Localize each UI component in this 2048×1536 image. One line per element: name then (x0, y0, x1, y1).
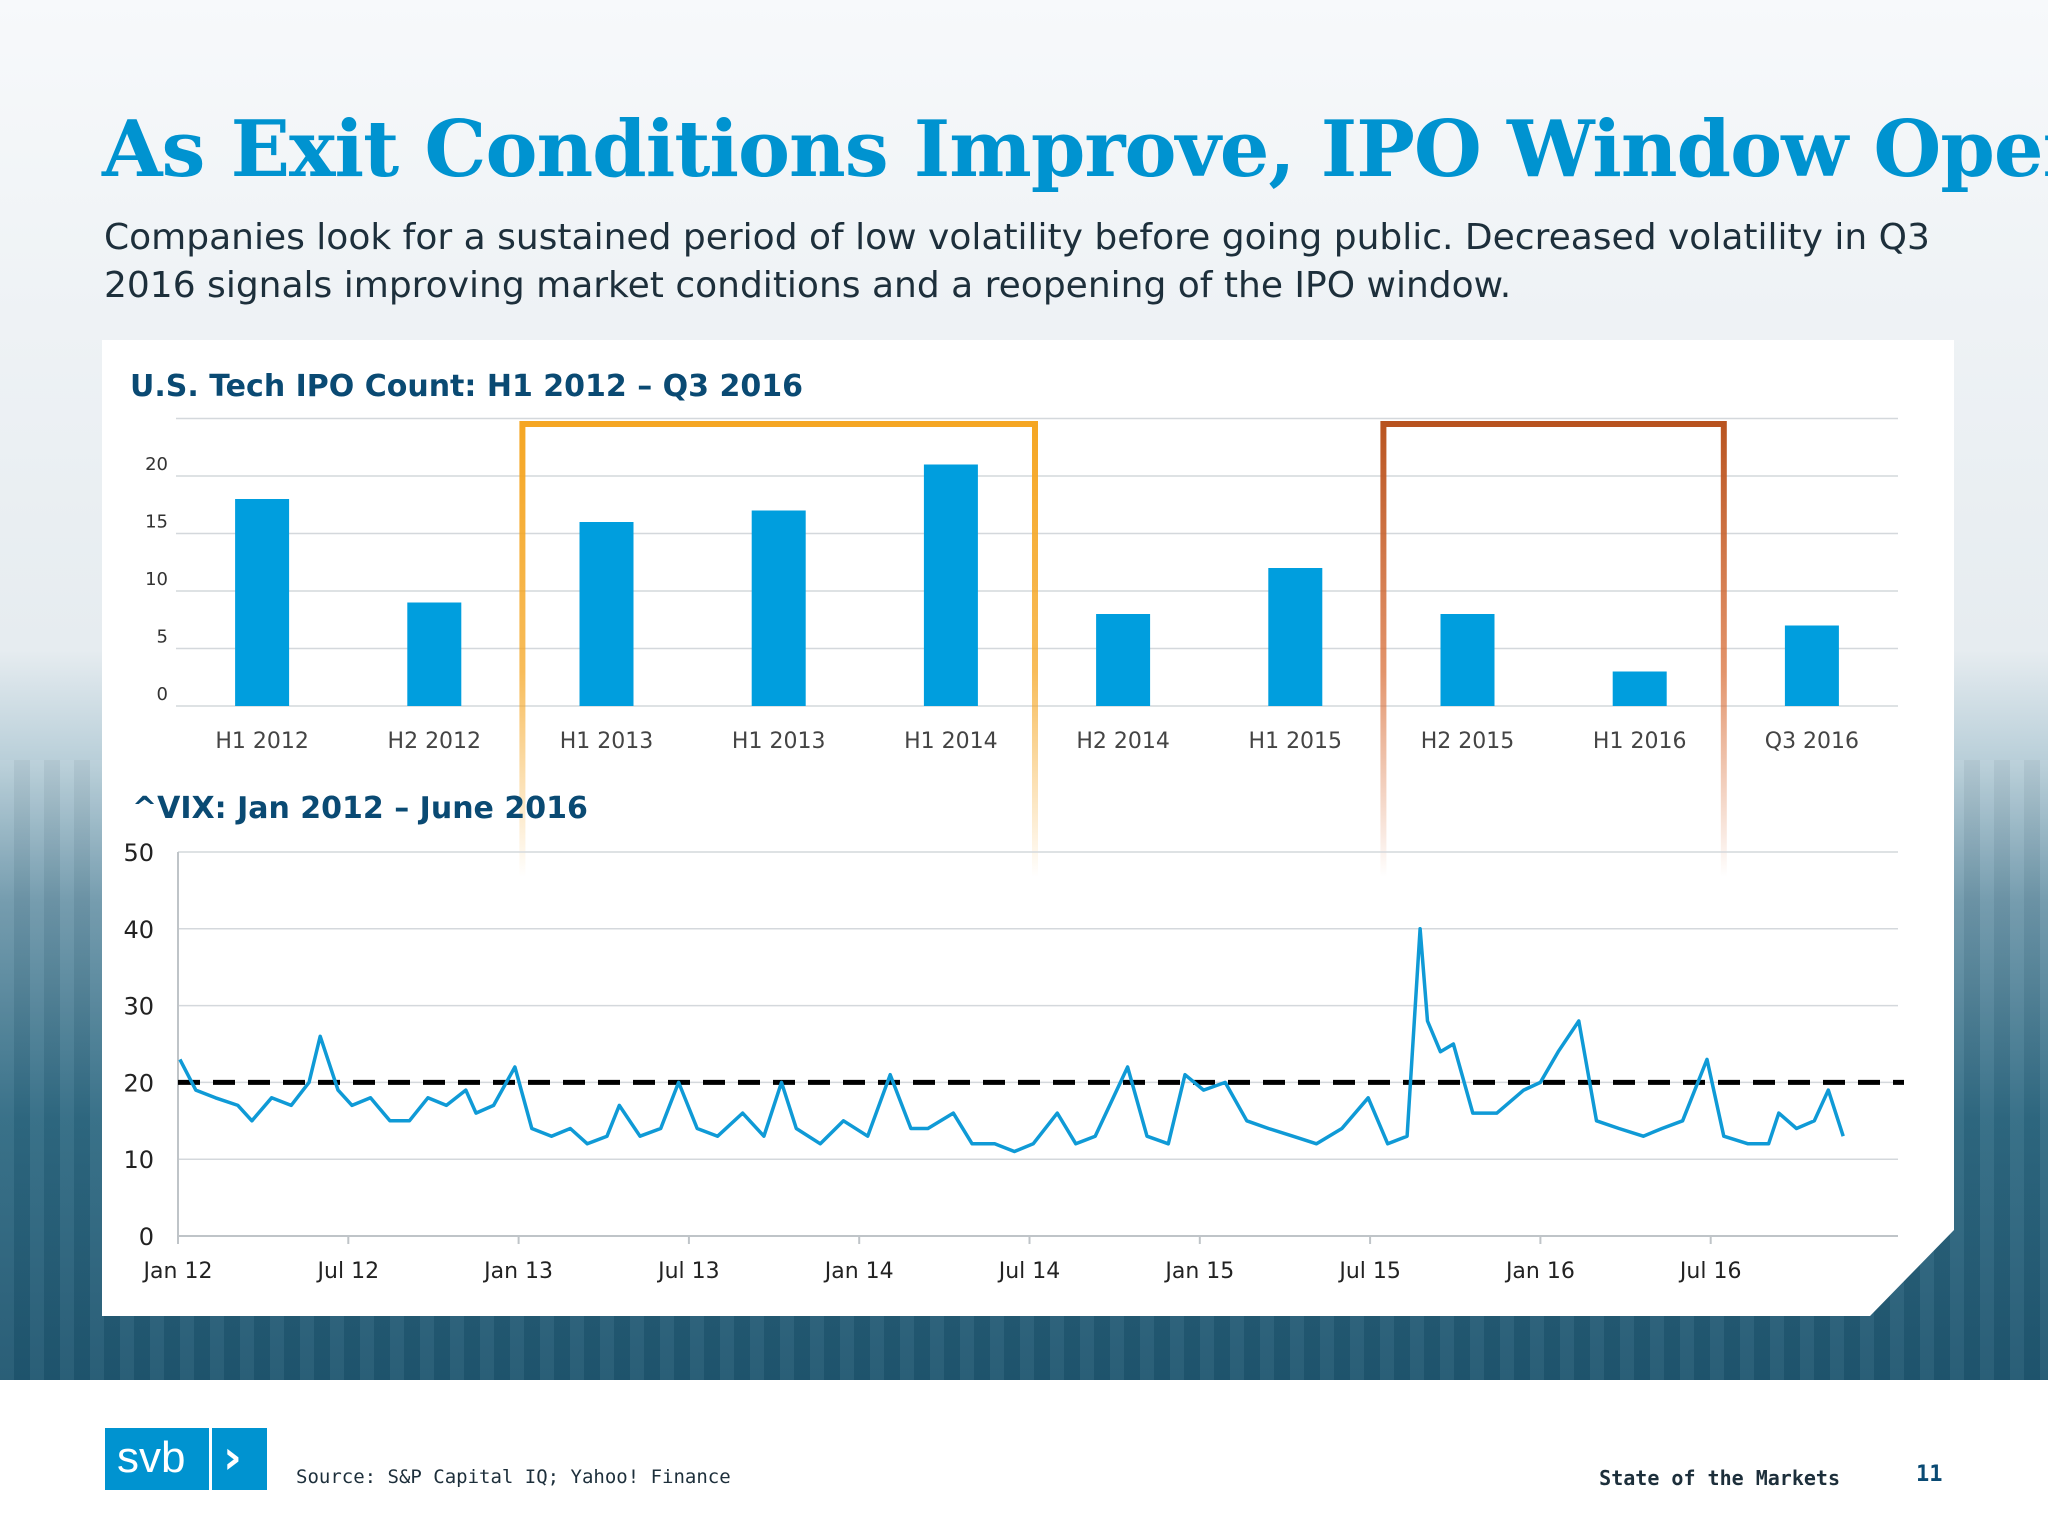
panel-background (102, 340, 1954, 1316)
bar-x-tick-label: H1 2015 (1249, 729, 1343, 754)
page-number: 11 (1916, 1462, 1943, 1487)
highlight-boxes (519, 421, 1727, 877)
bar (1612, 671, 1667, 706)
bar (1784, 625, 1839, 706)
bar (751, 510, 806, 706)
bar-x-tick-label: H1 2016 (1593, 729, 1687, 754)
line-x-tick-label: Jul 15 (1337, 1259, 1401, 1284)
bar (407, 602, 462, 706)
line-x-tick-label: Jan 12 (142, 1259, 213, 1284)
line-y-tick-label: 40 (123, 916, 154, 944)
line-x-tick-label: Jul 13 (656, 1259, 720, 1284)
line-x-tick-label: Jan 16 (1504, 1259, 1575, 1284)
line-y-tick-label: 20 (123, 1069, 154, 1097)
vix-line (178, 927, 1845, 1154)
highlight-box-right (1032, 421, 1038, 877)
line-y-axis: 0 10 20 30 40 50 (123, 839, 154, 1251)
bar-y-tick-label: 5 (157, 627, 168, 648)
line-y-tick-label: 0 (139, 1223, 154, 1251)
bar (1268, 568, 1323, 706)
bar-x-tick-label: H2 2012 (388, 729, 482, 754)
highlight-box-left (519, 421, 526, 877)
line-y-tick-label: 30 (123, 993, 154, 1021)
bar-series (235, 464, 1839, 706)
page-subtitle: Companies look for a sustained period of… (104, 217, 1930, 306)
line-x-axis: Jan 12 Jul 12 Jan 13 Jul 13 Jan 14 Jul 14 Jan … (142, 1236, 1742, 1284)
bar-x-tick-label: Q3 2016 (1765, 729, 1859, 754)
bar-y-tick-label: 20 (145, 454, 168, 475)
line-y-tick-label: 10 (123, 1146, 154, 1174)
source-note: Source: S&P Capital IQ; Yahoo! Finance (296, 1466, 731, 1488)
bar (579, 522, 634, 706)
line-y-tick-label: 50 (123, 839, 154, 867)
line-x-tick-label: Jan 15 (1163, 1259, 1234, 1284)
bar-x-tick-label: H1 2013 (560, 729, 654, 754)
bar-y-tick-label: 0 (157, 684, 168, 705)
bar-x-tick-label: H1 2014 (904, 729, 998, 754)
logo-text: svb (117, 1433, 186, 1482)
bar-chart-title: U.S. Tech IPO Count: H1 2012 – Q3 2016 (130, 369, 803, 404)
chevron-right-icon: › (223, 1430, 242, 1484)
bar (235, 499, 290, 706)
highlight-box-right (1720, 421, 1727, 877)
bar (1096, 614, 1151, 706)
highlight-box-left (1380, 421, 1387, 877)
bar-y-tick-label: 15 (145, 512, 168, 533)
logo-divider (209, 1428, 212, 1490)
bar-x-tick-label: H2 2014 (1076, 729, 1170, 754)
bar-y-axis: 0 5 10 15 20 (145, 454, 168, 705)
line-gridlines (177, 851, 1898, 1237)
bar-x-tick-label: H2 2015 (1421, 729, 1515, 754)
deck-name: State of the Markets (1599, 1466, 1840, 1490)
bar-x-tick-label: H1 2012 (215, 729, 309, 754)
bar-x-axis: H1 2012 H2 2012 H1 2013 H1 2013 H1 2014 H2 20… (215, 729, 1859, 754)
bar-x-tick-label: H1 2013 (732, 729, 826, 754)
bar (1440, 614, 1495, 706)
line-x-tick-label: Jul 16 (1678, 1259, 1742, 1284)
chart-panel: U.S. Tech IPO Count: H1 2012 – Q3 2016 0… (102, 340, 1954, 1316)
svb-logo: svb › (105, 1428, 267, 1490)
line-x-tick-label: Jul 14 (997, 1259, 1061, 1284)
line-x-tick-label: Jul 12 (316, 1259, 380, 1284)
page-title: As Exit Conditions Improve, IPO Window O… (102, 104, 2048, 195)
line-x-tick-label: Jan 13 (482, 1259, 553, 1284)
bar (923, 464, 978, 706)
line-chart-title: ^VIX: Jan 2012 – June 2016 (132, 791, 588, 826)
line-x-tick-label: Jan 14 (823, 1259, 894, 1284)
bar-y-tick-label: 10 (145, 569, 168, 590)
